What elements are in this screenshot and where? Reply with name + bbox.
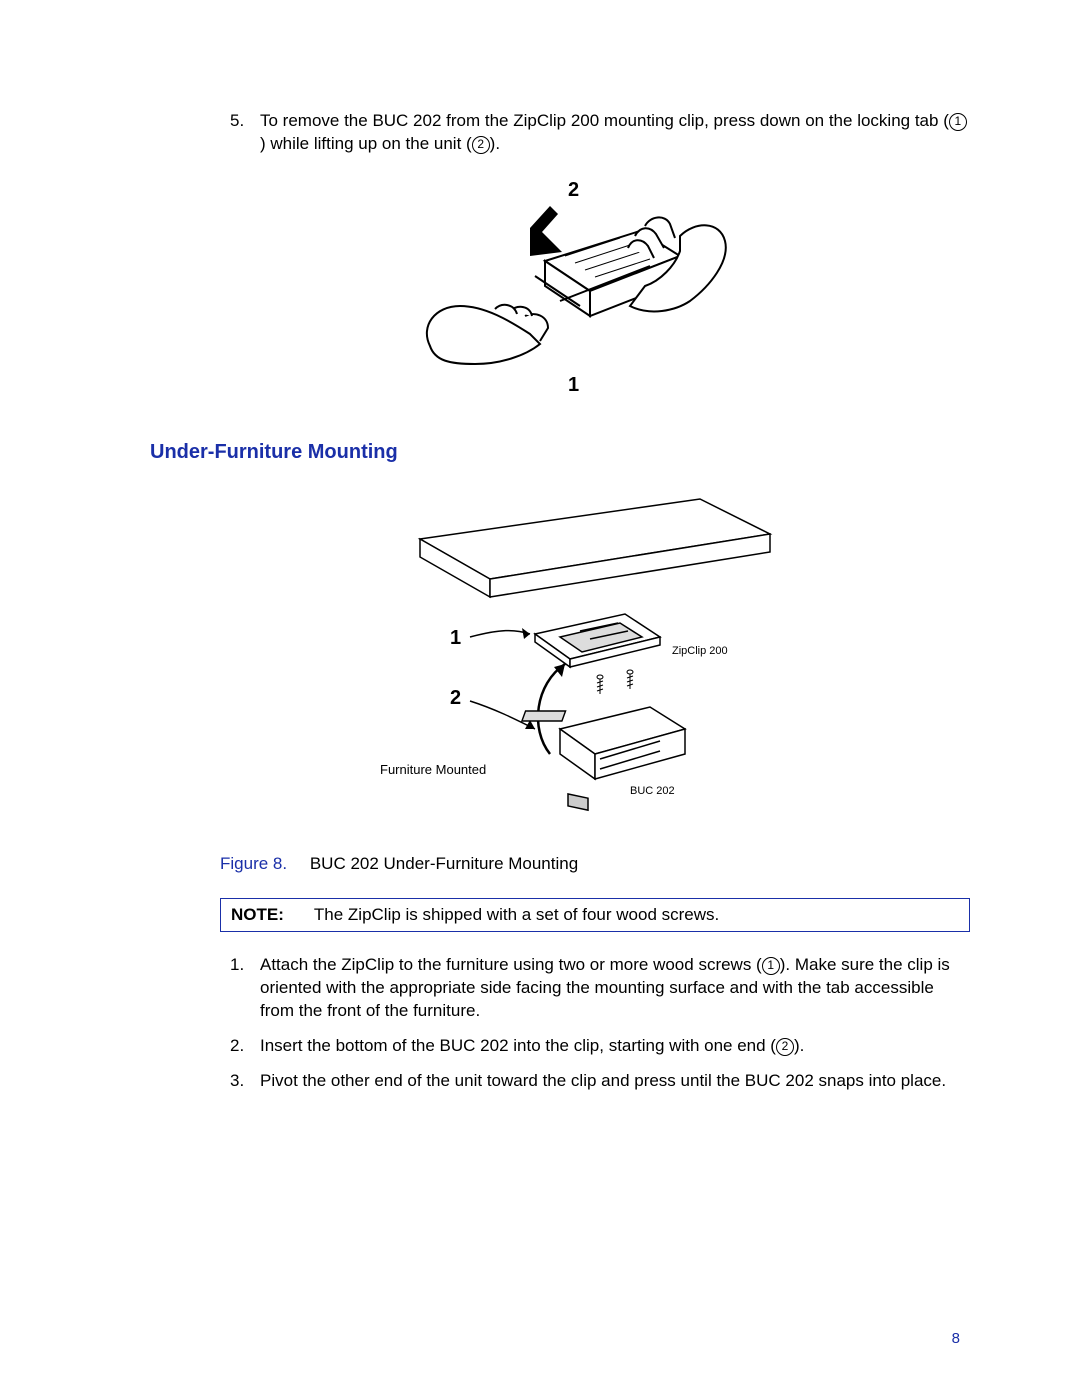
t: ). — [490, 134, 500, 153]
section-heading: Under-Furniture Mounting — [150, 441, 970, 464]
note-label: NOTE: — [231, 905, 284, 925]
figure-removal-illustration: 2 — [150, 166, 970, 411]
step-3: 3. Pivot the other end of the unit towar… — [150, 1070, 970, 1093]
page-number: 8 — [952, 1330, 960, 1347]
note-text: The ZipClip is shipped with a set of fou… — [314, 905, 719, 925]
furniture-slab — [420, 499, 770, 597]
up-arrow-icon — [530, 206, 562, 256]
t: Insert the bottom of the BUC 202 into th… — [260, 1036, 776, 1055]
callout: 1 — [762, 957, 780, 975]
fig7-label-2: 2 — [568, 179, 579, 201]
step-text: Insert the bottom of the BUC 202 into th… — [260, 1035, 970, 1058]
step-text: Attach the ZipClip to the furniture usin… — [260, 954, 970, 1023]
zipclip-label: ZipClip 200 — [672, 645, 728, 657]
furniture-mounted-label: Furniture Mounted — [380, 762, 486, 777]
fig8-label-1: 1 — [450, 627, 461, 649]
steps-list: 1. Attach the ZipClip to the furniture u… — [150, 954, 970, 1093]
fig7-label-1: 1 — [568, 374, 579, 396]
t: To remove the BUC 202 from the ZipClip 2… — [260, 111, 949, 130]
callout: 2 — [776, 1038, 794, 1056]
figure-label: Figure 8. — [220, 854, 287, 873]
step-number: 2. — [150, 1035, 260, 1058]
step-5: 5. To remove the BUC 202 from the ZipCli… — [150, 110, 970, 156]
arrow-1 — [470, 630, 530, 636]
step-number: 1. — [150, 954, 260, 1023]
step-1: 1. Attach the ZipClip to the furniture u… — [150, 954, 970, 1023]
step-number: 3. — [150, 1070, 260, 1093]
zipclip-plate — [535, 614, 660, 667]
t: ). — [794, 1036, 804, 1055]
buc-label: BUC 202 — [630, 785, 675, 797]
screws-icon — [597, 670, 633, 694]
step-text: Pivot the other end of the unit toward t… — [260, 1070, 970, 1093]
manual-page: 5. To remove the BUC 202 from the ZipCli… — [0, 0, 1080, 1397]
step-number: 5. — [150, 110, 260, 156]
under-furniture-svg: 1 ZipClip 200 — [300, 479, 820, 829]
fig8-label-2: 2 — [450, 687, 461, 709]
removal-svg: 2 — [390, 166, 730, 406]
figure-caption-text: BUC 202 Under-Furniture Mounting — [310, 854, 578, 873]
figure-8-illustration: 1 ZipClip 200 — [150, 479, 970, 834]
step-text: To remove the BUC 202 from the ZipClip 2… — [260, 110, 970, 156]
callout-2: 2 — [472, 136, 490, 154]
left-hand-icon — [427, 305, 548, 364]
callout-1: 1 — [949, 113, 967, 131]
step-2: 2. Insert the bottom of the BUC 202 into… — [150, 1035, 970, 1058]
t: ) while lifting up on the unit ( — [260, 134, 472, 153]
t: Pivot the other end of the unit toward t… — [260, 1071, 946, 1090]
figure-8-caption: Figure 8. BUC 202 Under-Furniture Mounti… — [220, 854, 970, 874]
arrow-1-head — [522, 628, 530, 639]
note-box: NOTE: The ZipClip is shipped with a set … — [220, 898, 970, 932]
t: Attach the ZipClip to the furniture usin… — [260, 955, 762, 974]
